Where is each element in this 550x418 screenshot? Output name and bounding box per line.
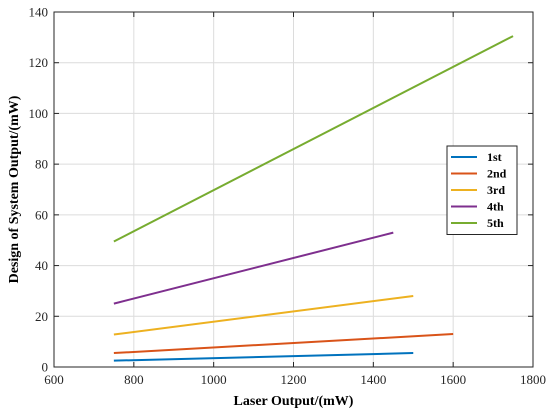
legend-label: 5th: [487, 216, 504, 230]
series-line-5th: [113, 35, 514, 243]
x-tick-label: 1400: [360, 372, 386, 387]
x-tick-label: 1800: [520, 372, 546, 387]
y-tick-label: 120: [29, 55, 49, 70]
y-axis-title: Design of System Output/(mW): [7, 95, 22, 283]
series-line-4th: [113, 231, 394, 305]
series-layer: [113, 35, 514, 362]
y-tick-label: 0: [42, 360, 49, 375]
x-tick-label: 800: [124, 372, 144, 387]
legend-label: 3rd: [487, 183, 505, 197]
y-tick-label: 20: [35, 309, 48, 324]
y-tick-label: 100: [29, 106, 49, 121]
x-tick-label: 1600: [440, 372, 466, 387]
x-tick-label: 1200: [281, 372, 307, 387]
legend-label: 1st: [487, 150, 502, 164]
y-tick-label: 40: [35, 258, 48, 273]
series-line-1st: [113, 352, 414, 362]
y-tick-label: 140: [29, 5, 49, 20]
y-axis-ticks: 0 20 40 60 80 100 120 140: [29, 5, 533, 375]
x-tick-label: 600: [44, 372, 64, 387]
x-axis-title: Laser Output/(mW): [234, 394, 354, 409]
y-tick-label: 80: [35, 157, 48, 172]
legend-label: 4th: [487, 200, 504, 214]
x-axis-ticks: 600 800 1000 1200 1400 1600 1800: [44, 12, 546, 387]
series-line-3rd: [113, 295, 414, 336]
legend-label: 2nd: [487, 167, 507, 181]
series-line-2nd: [113, 333, 454, 355]
legend: 1st 2nd 3rd 4th 5th: [446, 145, 518, 235]
x-tick-label: 1000: [201, 372, 227, 387]
y-tick-label: 60: [35, 207, 48, 222]
